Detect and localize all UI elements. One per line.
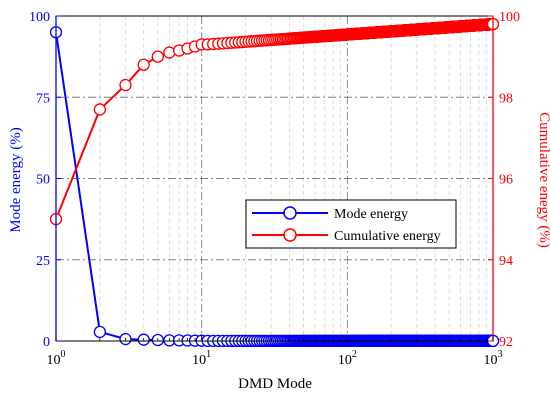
- x-axis-label: DMD Mode: [238, 376, 312, 392]
- x-tick-label-base: 10: [338, 353, 352, 368]
- legend: Mode energy Cumulative energy: [245, 199, 457, 249]
- y-right-tick-label: 92: [499, 335, 513, 350]
- x-tick-label-exponent: 0: [61, 349, 66, 360]
- y-left-tick-label: 0: [43, 335, 50, 350]
- y-left-tick-label: 100: [29, 10, 50, 25]
- x-tick-label: 103: [484, 349, 503, 368]
- y-left-tick-label: 50: [36, 173, 50, 188]
- right-axis: 92 94 96 98 100: [488, 10, 520, 350]
- legend-box: [245, 199, 457, 249]
- data-point-cumulative-energy: [137, 58, 150, 71]
- data-point-cumulative-energy: [151, 50, 164, 63]
- y-axis-right-label: Cumulative enegy (%): [536, 112, 550, 248]
- data-point-cumulative-energy: [119, 78, 132, 92]
- series-layer: [49, 17, 500, 347]
- y-right-tick-label: 98: [499, 91, 513, 106]
- legend-label-mode-energy: Mode energy: [334, 207, 408, 222]
- x-axis: 100 101 102 103: [47, 335, 503, 368]
- x-tick-label-exponent: 2: [352, 349, 357, 360]
- y-right-tick-label: 94: [499, 254, 513, 269]
- series-mode-energy: [49, 26, 500, 347]
- data-point-cumulative-energy: [163, 46, 176, 59]
- series-line-cumulative-energy: [55, 23, 494, 220]
- x-tick-label-base: 10: [47, 353, 61, 368]
- y-right-tick-label: 96: [499, 173, 513, 188]
- series-line-mode-energy: [55, 32, 493, 342]
- legend-marker-mode-energy: [283, 206, 297, 220]
- left-axis: 0 25 50 75 100: [29, 10, 61, 350]
- legend-item-cumulative-energy: Cumulative energy: [252, 228, 441, 244]
- x-tick-label-exponent: 3: [498, 349, 503, 360]
- x-tick-label-base: 10: [192, 353, 206, 368]
- y-left-tick-label: 25: [36, 254, 50, 269]
- y-axis-left-label: Mode energy (%): [8, 127, 24, 233]
- data-point-cumulative-energy: [93, 103, 106, 116]
- grid-layer: [56, 16, 493, 341]
- legend-label-cumulative-energy: Cumulative energy: [334, 229, 441, 244]
- y-left-tick-label: 75: [36, 91, 50, 106]
- x-tick-label: 102: [338, 349, 357, 368]
- series-cumulative-energy: [49, 17, 500, 226]
- x-tick-label-exponent: 1: [206, 349, 211, 360]
- x-tick-label: 101: [192, 349, 211, 368]
- legend-marker-cumulative-energy: [283, 228, 297, 242]
- x-tick-label: 100: [47, 349, 66, 368]
- y-right-tick-label: 100: [499, 10, 520, 25]
- data-point-mode-energy: [93, 325, 106, 339]
- legend-item-mode-energy: Mode energy: [252, 206, 408, 222]
- x-tick-label-base: 10: [484, 353, 498, 368]
